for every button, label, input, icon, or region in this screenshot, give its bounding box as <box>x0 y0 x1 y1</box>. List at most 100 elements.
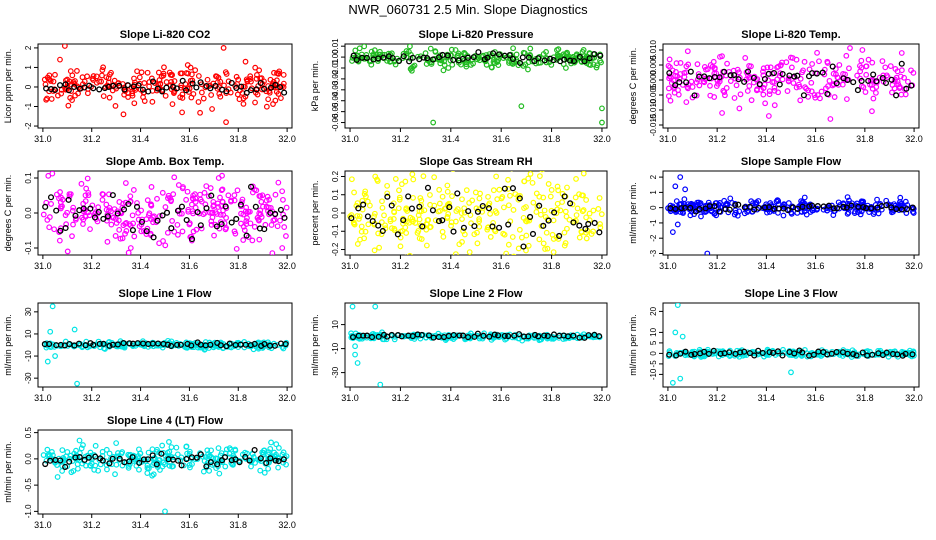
noise-point <box>463 63 470 70</box>
noise-point <box>358 223 365 230</box>
y-tick-label: -3 <box>649 249 658 257</box>
summary-point <box>833 348 840 356</box>
noise-point <box>879 58 886 64</box>
noise-point <box>183 443 190 450</box>
outlier-point <box>672 183 679 190</box>
noise-point <box>485 193 491 200</box>
summary-point <box>109 455 116 462</box>
noise-point <box>126 221 133 228</box>
noise-point <box>185 70 191 77</box>
noise-point <box>362 188 369 195</box>
noise-point <box>58 194 64 201</box>
noise-point <box>187 464 193 471</box>
noise-point <box>808 79 815 86</box>
x-tick-label: 32.0 <box>593 261 611 271</box>
y-axis-label: percent per min. <box>310 180 320 245</box>
noise-point <box>47 78 54 84</box>
outlier-point <box>223 119 229 126</box>
summary-point <box>799 349 806 356</box>
noise-point <box>439 193 446 200</box>
summary-point <box>272 457 279 464</box>
noise-point <box>228 460 235 466</box>
noise-point <box>785 200 792 206</box>
noise-point <box>258 340 265 347</box>
noise-point <box>835 74 841 81</box>
noise-point <box>137 450 144 457</box>
noise-point <box>108 69 114 76</box>
summary-point <box>726 206 733 213</box>
noise-point <box>141 98 148 104</box>
noise-point <box>186 462 193 468</box>
summary-point <box>471 333 478 340</box>
noise-point <box>110 214 117 221</box>
noise-point <box>59 447 66 453</box>
noise-point <box>573 176 579 182</box>
summary-point <box>529 230 537 238</box>
noise-point <box>517 192 523 199</box>
summary-point <box>90 85 97 92</box>
noise-point <box>797 97 804 104</box>
noise-point <box>460 228 466 234</box>
noise-point <box>207 452 213 459</box>
noise-point <box>283 204 290 211</box>
noise-point <box>280 196 286 203</box>
summary-point <box>355 205 362 212</box>
noise-point <box>858 57 865 64</box>
noise-point <box>407 214 414 221</box>
summary-point <box>90 341 97 348</box>
noise-point <box>753 87 760 94</box>
summary-point <box>96 340 103 347</box>
summary-point <box>858 77 865 84</box>
noise-point <box>112 471 118 478</box>
summary-point <box>741 348 748 355</box>
noise-point <box>267 76 274 83</box>
summary-point <box>672 82 679 89</box>
summary-point <box>701 73 708 80</box>
noise-point <box>711 350 718 357</box>
noise-point <box>226 450 233 457</box>
summary-point <box>582 225 589 232</box>
noise-point <box>536 173 543 180</box>
summary-point <box>197 222 204 229</box>
noise-point <box>138 207 145 214</box>
x-tick-label: 31.2 <box>83 261 101 271</box>
noise-point <box>418 208 425 215</box>
noise-point <box>387 216 394 223</box>
noise-point <box>723 85 730 91</box>
noise-point <box>732 75 739 82</box>
noise-point <box>155 69 162 76</box>
noise-point <box>458 210 465 217</box>
noise-point <box>846 197 852 204</box>
summary-point <box>424 184 432 191</box>
y-tick-label: -1 <box>649 219 658 227</box>
summary-point <box>779 352 786 359</box>
noise-point <box>211 232 217 239</box>
y-tick-label: -0.010 <box>649 98 658 121</box>
summary-point <box>223 88 230 95</box>
noise-point <box>576 53 582 60</box>
summary-point <box>893 92 900 99</box>
noise-point <box>168 79 175 85</box>
noise-point <box>125 94 131 100</box>
noise-point <box>279 188 286 195</box>
outlier-point <box>518 103 525 110</box>
summary-point <box>261 340 268 348</box>
noise-point <box>440 233 447 240</box>
summary-point <box>721 68 728 75</box>
noise-point <box>239 196 246 203</box>
noise-point <box>898 91 905 98</box>
noise-point <box>432 48 439 55</box>
summary-point <box>110 82 117 89</box>
summary-point <box>104 213 111 220</box>
noise-point <box>84 175 91 182</box>
noise-point <box>231 197 238 204</box>
summary-point <box>591 219 598 226</box>
noise-point <box>542 213 549 220</box>
summary-point <box>212 82 219 89</box>
outlier-point <box>859 47 866 53</box>
summary-point <box>394 231 401 238</box>
noise-point <box>474 229 480 236</box>
y-tick-label: 10 <box>24 329 33 338</box>
noise-point <box>271 216 278 223</box>
x-tick-label: 31.4 <box>758 393 776 403</box>
